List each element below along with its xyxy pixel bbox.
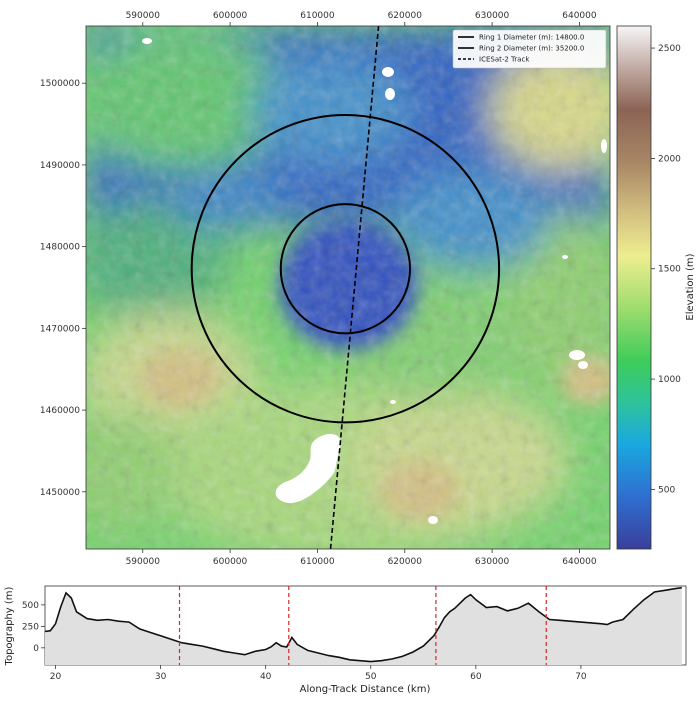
profile-ylabel: Topography (m) xyxy=(4,586,15,666)
profile-topography-line xyxy=(44,586,682,663)
profile-ytick-label: 250 xyxy=(22,622,39,632)
legend-box xyxy=(452,29,607,69)
profile-xtick-label: 30 xyxy=(155,672,167,682)
profile-ytick-label: 0 xyxy=(33,644,39,654)
colorbar: 500 1000 1500 2000 2500 Elevation (m) xyxy=(616,25,696,550)
map-frame xyxy=(85,25,611,550)
elevation-map xyxy=(86,26,610,549)
profile-xtick-label: 20 xyxy=(50,672,62,682)
map-xtick-label-bottom: 600000 xyxy=(213,557,248,567)
profile-chart: 20 30 40 50 60 70 0 250 500 Along-Track Distance… xyxy=(4,585,687,695)
colorbar-tick-label: 1500 xyxy=(658,265,681,275)
colorbar-tick-label: 1000 xyxy=(658,375,681,385)
rings-layer xyxy=(190,26,501,549)
profile-plot xyxy=(44,586,682,665)
legend-label-ring1: Ring 1 Diameter (m): 14800.0 xyxy=(479,34,584,42)
profile-xlabel: Along-Track Distance (km) xyxy=(300,684,431,695)
map-xtick-label-top: 630000 xyxy=(475,11,510,21)
map-xtick-label-bottom: 610000 xyxy=(300,557,335,567)
map-ytick-label: 1470000 xyxy=(40,324,80,334)
legend-label-track: ICESat-2 Track xyxy=(479,56,530,64)
map-xtick-label-bottom: 630000 xyxy=(475,557,510,567)
map-xtick-label-top: 590000 xyxy=(126,11,161,21)
map-ytick-label: 1500000 xyxy=(40,79,80,89)
profile-ytick-label: 500 xyxy=(22,601,39,611)
ring-2-circle xyxy=(190,113,501,424)
map-ytick-label: 1490000 xyxy=(40,161,80,171)
legend-label-ring2: Ring 2 Diameter (m): 35200.0 xyxy=(479,45,584,53)
nodata-patches xyxy=(142,38,607,524)
colorbar-label: Elevation (m) xyxy=(685,253,696,320)
map-xtick-label-top: 610000 xyxy=(300,11,335,21)
map-xtick-label-bottom: 590000 xyxy=(126,557,161,567)
map-legend: Ring 1 Diameter (m): 14800.0 Ring 2 Diam… xyxy=(452,29,607,69)
colorbar-ticks: 500 1000 1500 2000 2500 xyxy=(651,44,681,495)
colorbar-gradient xyxy=(616,25,652,550)
profile-xtick-label: 60 xyxy=(470,672,482,682)
map-axes: 590000 590000 600000 600000 610000 610000 6200… xyxy=(40,11,597,567)
colorbar-tick-label: 500 xyxy=(658,485,675,495)
map-ytick-label: 1480000 xyxy=(40,243,80,253)
map-xtick-label-top: 600000 xyxy=(213,11,248,21)
colorbar-tick-label: 2000 xyxy=(658,154,681,164)
profile-xtick-label: 70 xyxy=(575,672,587,682)
map-ytick-label: 1450000 xyxy=(40,488,80,498)
map-xtick-label-bottom: 620000 xyxy=(388,557,423,567)
profile-axes: 20 30 40 50 60 70 0 250 500 xyxy=(22,601,587,682)
map-xtick-label-bottom: 640000 xyxy=(562,557,597,567)
profile-xtick-label: 50 xyxy=(365,672,377,682)
profile-area-fill xyxy=(45,587,682,665)
map-xtick-label-top: 620000 xyxy=(388,11,423,21)
ring-1-circle xyxy=(279,203,412,335)
map-xtick-label-top: 640000 xyxy=(562,11,597,21)
hillshade-texture xyxy=(86,26,610,549)
profile-xtick-label: 40 xyxy=(260,672,272,682)
colorbar-tick-label: 2500 xyxy=(658,44,681,54)
map-ytick-label: 1460000 xyxy=(40,406,80,416)
